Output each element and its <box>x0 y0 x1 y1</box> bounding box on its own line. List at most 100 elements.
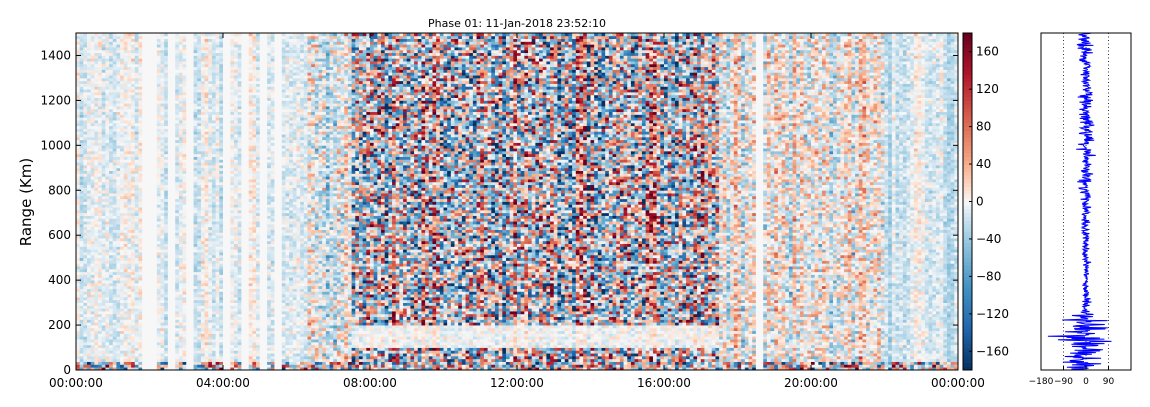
heatmap-cell <box>76 159 81 163</box>
heatmap-cell <box>94 69 99 73</box>
heatmap-cell <box>142 223 147 228</box>
heatmap-cell <box>112 89 117 93</box>
heatmap-cell <box>204 69 209 73</box>
heatmap-cell <box>90 229 95 233</box>
heatmap-cell <box>189 35 195 40</box>
heatmap-cell <box>105 204 110 208</box>
heatmap-cell <box>167 77 172 82</box>
heatmap-cell <box>134 308 139 312</box>
heatmap-cell <box>153 63 158 68</box>
heatmap-cell <box>138 339 143 343</box>
heatmap-cell <box>223 218 228 222</box>
heatmap-cell <box>123 170 128 174</box>
heatmap-cell <box>178 156 183 160</box>
heatmap-cell <box>175 226 180 230</box>
heatmap-cell <box>186 249 191 253</box>
heatmap-cell <box>112 176 117 180</box>
heatmap-cell <box>171 226 176 230</box>
heatmap-cell <box>171 77 176 82</box>
heatmap-cell <box>101 176 106 180</box>
heatmap-cell <box>219 162 224 166</box>
heatmap-cell <box>134 330 139 334</box>
heatmap-cell <box>79 291 84 295</box>
heatmap-cell <box>90 215 95 219</box>
heatmap-cell <box>208 364 213 368</box>
heatmap-cell <box>87 190 92 194</box>
heatmap-cell <box>186 145 191 149</box>
heatmap-cell <box>76 305 81 309</box>
heatmap-cell <box>120 285 125 289</box>
heatmap-cell <box>101 131 106 135</box>
heatmap-cell <box>149 187 154 191</box>
heatmap-cell <box>182 72 187 76</box>
heatmap-cell <box>178 280 183 284</box>
heatmap-cell <box>211 212 217 216</box>
heatmap-cell <box>90 58 95 62</box>
heatmap-cell <box>197 341 202 346</box>
heatmap-cell <box>175 181 180 186</box>
heatmap-cell <box>193 246 198 250</box>
heatmap-cell <box>223 111 228 115</box>
heatmap-cell <box>87 100 92 104</box>
heatmap-cell <box>138 246 143 250</box>
heatmap-cell <box>186 235 191 239</box>
heatmap-cell <box>127 280 132 284</box>
heatmap-cell <box>189 176 195 180</box>
heatmap-cell <box>215 176 220 180</box>
heatmap-cell <box>131 179 136 183</box>
heatmap-cell <box>200 322 206 326</box>
heatmap-cell <box>200 263 206 267</box>
heatmap-cell <box>189 218 195 222</box>
heatmap-cell <box>98 353 103 357</box>
heatmap-cell <box>76 61 81 65</box>
heatmap-cell <box>134 136 139 141</box>
heatmap-cell <box>164 226 169 230</box>
heatmap-cell <box>120 176 125 180</box>
heatmap-cell <box>189 170 195 174</box>
heatmap-cell <box>204 106 209 110</box>
heatmap-cell <box>182 159 187 163</box>
heatmap-cell <box>142 274 147 278</box>
heatmap-cell <box>109 221 114 225</box>
heatmap-cell <box>120 72 125 76</box>
heatmap-cell <box>76 69 81 73</box>
heatmap-cell <box>94 179 99 183</box>
heatmap-cell <box>105 117 110 121</box>
heatmap-cell <box>171 122 176 127</box>
heatmap-cell <box>94 75 99 79</box>
heatmap-cell <box>105 341 110 346</box>
heatmap-cell <box>98 136 103 141</box>
heatmap-cell <box>153 153 158 157</box>
heatmap-cell <box>160 285 165 289</box>
heatmap-cell <box>76 164 81 169</box>
heatmap-cell <box>105 145 110 149</box>
heatmap-cell <box>123 226 128 230</box>
heatmap-cell <box>167 91 172 96</box>
heatmap-cell <box>134 176 139 180</box>
heatmap-cell <box>175 313 180 318</box>
heatmap-cell <box>171 164 176 169</box>
heatmap-cell <box>149 198 154 202</box>
heatmap-cell <box>182 120 187 124</box>
heatmap-cell <box>134 254 139 259</box>
heatmap-cell <box>164 268 169 273</box>
heatmap-cell <box>87 44 92 48</box>
heatmap-cell <box>189 339 195 343</box>
heatmap-cell <box>204 142 209 146</box>
heatmap-cell <box>153 80 158 84</box>
heatmap-cell <box>123 86 128 90</box>
heatmap-cell <box>182 136 187 141</box>
heatmap-cell <box>215 207 220 211</box>
heatmap-cell <box>112 313 117 318</box>
heatmap-cell <box>211 229 217 233</box>
heatmap-cell <box>204 280 209 284</box>
heatmap-cell <box>101 232 106 236</box>
heatmap-cell <box>153 41 158 45</box>
heatmap-cell <box>193 353 198 357</box>
heatmap-cell <box>197 305 202 309</box>
heatmap-cell <box>219 229 224 233</box>
heatmap-cell <box>223 246 228 250</box>
heatmap-cell <box>127 114 132 118</box>
heatmap-cell <box>189 252 195 256</box>
heatmap-cell <box>189 47 195 51</box>
